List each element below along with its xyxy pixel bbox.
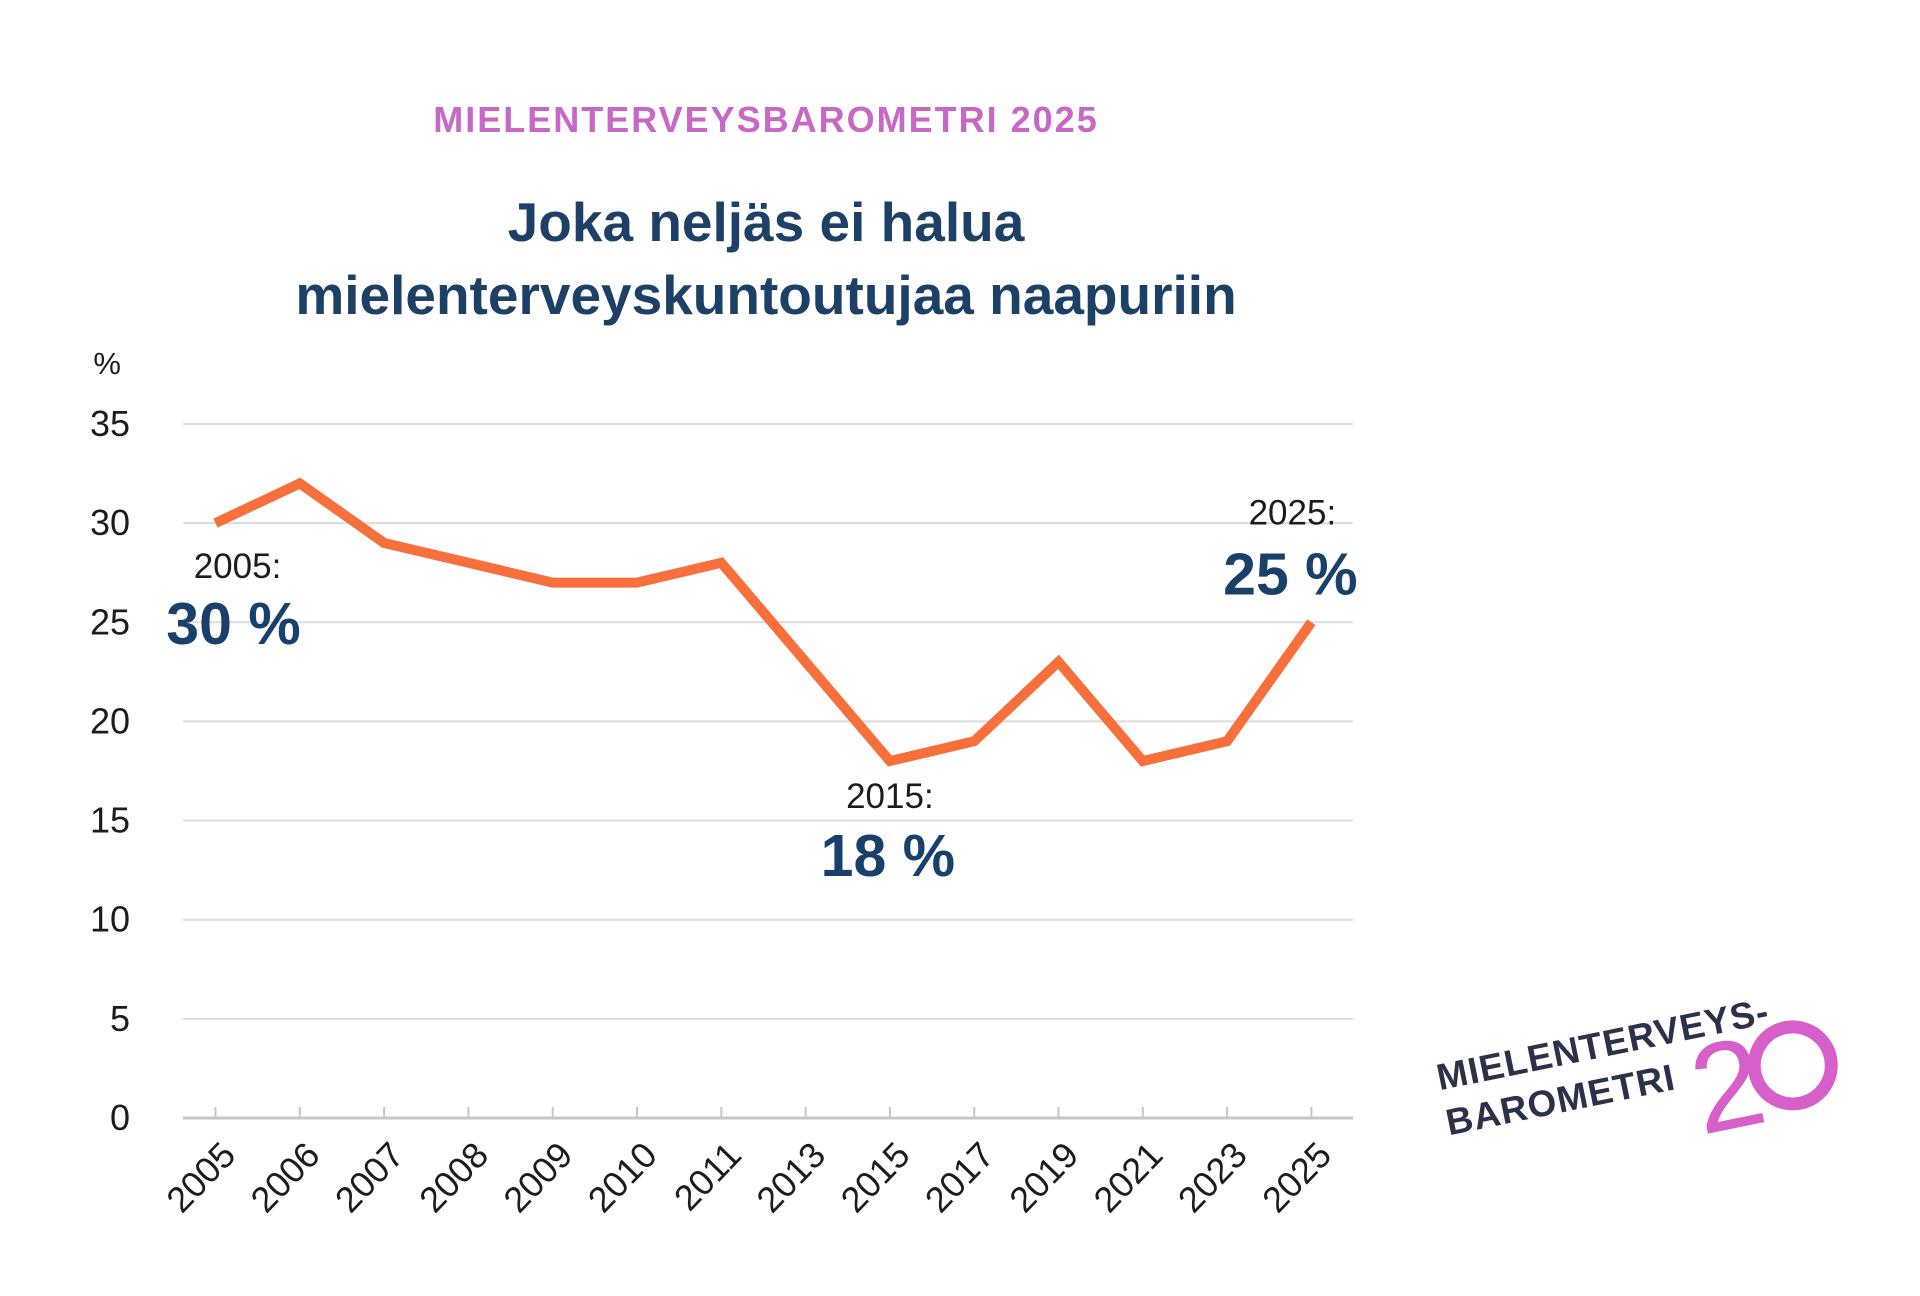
y-tick-label: 20 — [90, 700, 130, 741]
annotation-value: 18 % — [821, 823, 955, 889]
page-title: Joka neljäs ei halua mielenterveyskuntou… — [0, 186, 1532, 332]
annotation-year: 2015: — [846, 777, 934, 816]
y-tick-label: 25 — [90, 601, 130, 642]
y-tick-label: 30 — [90, 502, 130, 543]
x-tick-label: 2007 — [327, 1134, 412, 1220]
annotation-value: 30 % — [166, 591, 300, 657]
y-tick-label: 15 — [90, 800, 130, 841]
x-tick-label: 2010 — [580, 1134, 665, 1220]
y-tick-label: 0 — [110, 1097, 130, 1138]
x-tick-label: 2025 — [1254, 1134, 1339, 1220]
x-tick-label: 2023 — [1170, 1134, 1255, 1220]
x-tick-label: 2013 — [748, 1134, 833, 1220]
x-tick-label: 2009 — [495, 1134, 580, 1220]
annotation-value: 25 % — [1223, 541, 1357, 607]
kicker-label: MIELENTERVEYSBAROMETRI 2025 — [433, 99, 1099, 140]
x-tick-label: 2006 — [242, 1134, 327, 1220]
y-axis-unit-label: % — [93, 346, 121, 381]
x-tick-label: 2017 — [917, 1134, 1002, 1220]
annotation-year: 2005: — [194, 547, 282, 586]
x-tick-label: 2011 — [666, 1134, 749, 1218]
y-tick-label: 10 — [90, 899, 130, 940]
y-tick-label: 5 — [110, 998, 130, 1039]
annotation-year: 2025: — [1249, 493, 1337, 532]
y-tick-label: 35 — [90, 403, 130, 444]
x-tick-label: 2019 — [1001, 1134, 1086, 1220]
logo-anniversary-20: 2 — [1679, 1009, 1848, 1161]
x-tick-label: 2008 — [411, 1134, 496, 1220]
x-tick-label: 2021 — [1085, 1134, 1170, 1220]
title-line-2: mielenterveyskuntoutujaa naapuriin — [295, 264, 1237, 326]
title-line-1: Joka neljäs ei halua — [507, 191, 1025, 253]
x-tick-label: 2005 — [158, 1134, 243, 1220]
x-tick-label: 2015 — [833, 1134, 918, 1220]
data-line — [213, 477, 1316, 767]
